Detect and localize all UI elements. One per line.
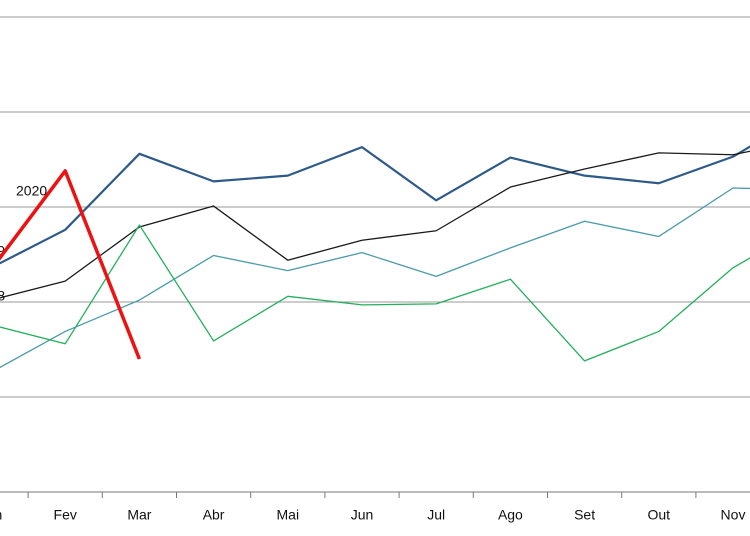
x-tick-label: Abr <box>203 507 225 523</box>
series-line <box>0 145 750 265</box>
series-line <box>0 169 142 360</box>
x-tick-label: Mar <box>127 507 151 523</box>
series-line <box>0 224 750 362</box>
x-tick-label: Mai <box>277 507 300 523</box>
x-tick-label: Jul <box>427 507 445 523</box>
series-label: 2019 <box>0 243 5 259</box>
x-tick-label: Set <box>574 507 595 523</box>
series-label: 2020 <box>16 183 47 199</box>
x-tick-label: Out <box>648 507 671 523</box>
series-line <box>0 187 750 369</box>
series-line <box>0 150 750 299</box>
x-tick-label: Jan <box>0 507 2 523</box>
x-tick-label: Nov <box>721 507 746 523</box>
x-tick-label: Fev <box>54 507 77 523</box>
x-tick-label: Ago <box>498 507 523 523</box>
series-label: 2018 <box>0 288 5 304</box>
x-tick-label: Jun <box>351 507 374 523</box>
